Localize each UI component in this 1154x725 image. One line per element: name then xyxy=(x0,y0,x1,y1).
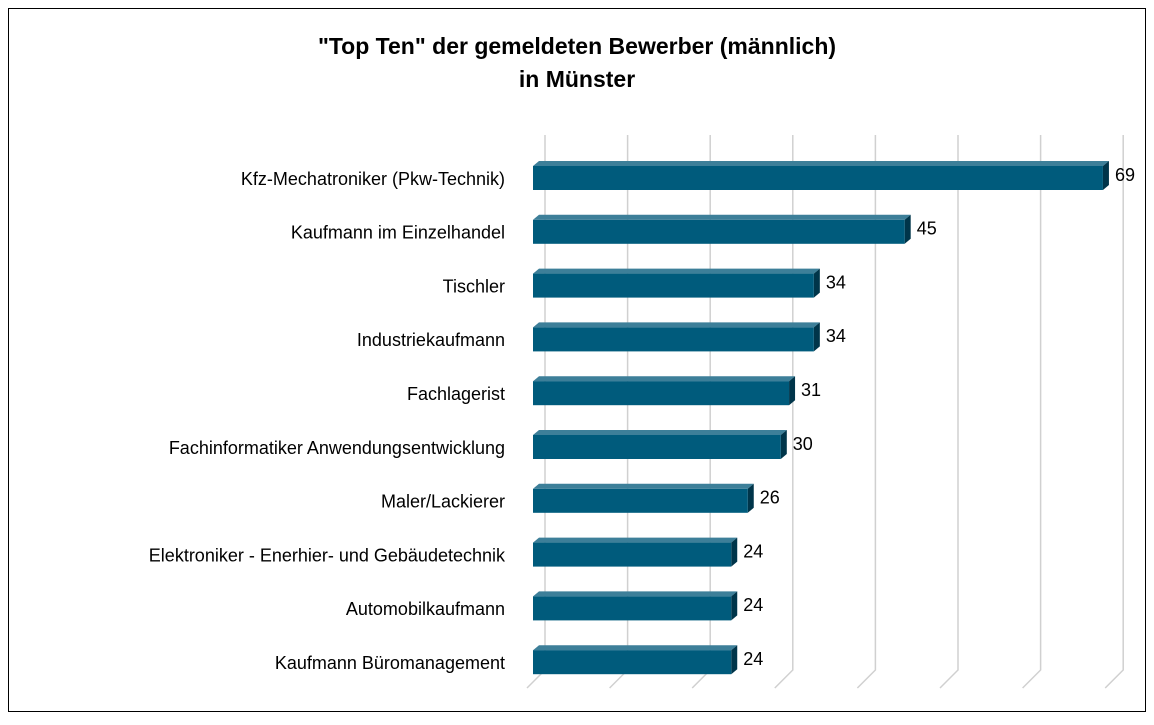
data-label: 30 xyxy=(793,434,813,454)
data-label: 34 xyxy=(826,272,846,292)
bar xyxy=(533,596,732,621)
y-tick-label: Fachinformatiker Anwendungsentwicklung xyxy=(169,438,505,458)
y-tick-label: Automobilkaufmann xyxy=(346,599,505,619)
grid-line xyxy=(856,135,877,689)
y-tick-label: Tischler xyxy=(443,276,505,296)
bar xyxy=(533,650,732,675)
data-label: 24 xyxy=(743,649,763,669)
bar xyxy=(533,381,790,406)
y-tick-label: Industriekaufmann xyxy=(357,330,505,350)
chart-title: in Münster xyxy=(519,66,635,92)
y-tick-label: Kaufmann im Einzelhandel xyxy=(291,223,505,243)
bar-side xyxy=(813,268,820,298)
bar xyxy=(533,273,814,298)
y-tick-label: Maler/Lackierer xyxy=(381,492,505,512)
grid-line xyxy=(1022,135,1042,689)
grid-line xyxy=(1104,135,1124,689)
bar xyxy=(533,327,814,352)
y-tick-label: Elektroniker - Enerhier- und Gebäudetech… xyxy=(149,545,506,565)
grid-line xyxy=(939,135,959,689)
chart-title: "Top Ten" der gemeldeten Bewerber (männl… xyxy=(318,33,836,59)
y-tick-label: Kaufmann Büromanagement xyxy=(275,653,505,673)
data-label: 34 xyxy=(826,326,846,346)
bar-side xyxy=(747,483,754,513)
bar xyxy=(533,166,1103,190)
bar-top xyxy=(533,322,820,328)
bar-top xyxy=(533,430,787,435)
bar-side xyxy=(789,376,796,406)
data-label: 31 xyxy=(801,380,821,400)
bar-top xyxy=(533,376,796,382)
bar-side xyxy=(780,430,787,459)
bar-side xyxy=(731,645,738,675)
bar-side xyxy=(731,537,738,567)
bar-top xyxy=(533,591,738,597)
data-label: 26 xyxy=(760,488,780,508)
bar-side xyxy=(1102,161,1109,190)
data-label: 45 xyxy=(917,219,937,239)
bar-side xyxy=(731,591,738,621)
bar-top xyxy=(533,161,1109,166)
bar-top xyxy=(533,268,820,274)
data-label: 69 xyxy=(1115,165,1135,185)
y-tick-label: Kfz-Mechatroniker (Pkw-Technik) xyxy=(241,169,505,189)
bar-top xyxy=(533,537,738,543)
bar-top xyxy=(533,483,754,489)
bar xyxy=(533,435,781,459)
bar-side xyxy=(813,322,820,352)
bar-top xyxy=(533,645,738,651)
bar xyxy=(533,542,732,567)
grid-line xyxy=(774,135,794,689)
bar-side xyxy=(904,214,911,244)
y-tick-label: Fachlagerist xyxy=(407,384,505,404)
bar xyxy=(533,488,748,513)
bar-top xyxy=(533,214,911,220)
bar xyxy=(533,219,905,244)
data-label: 24 xyxy=(743,595,763,615)
data-label: 24 xyxy=(743,541,763,561)
